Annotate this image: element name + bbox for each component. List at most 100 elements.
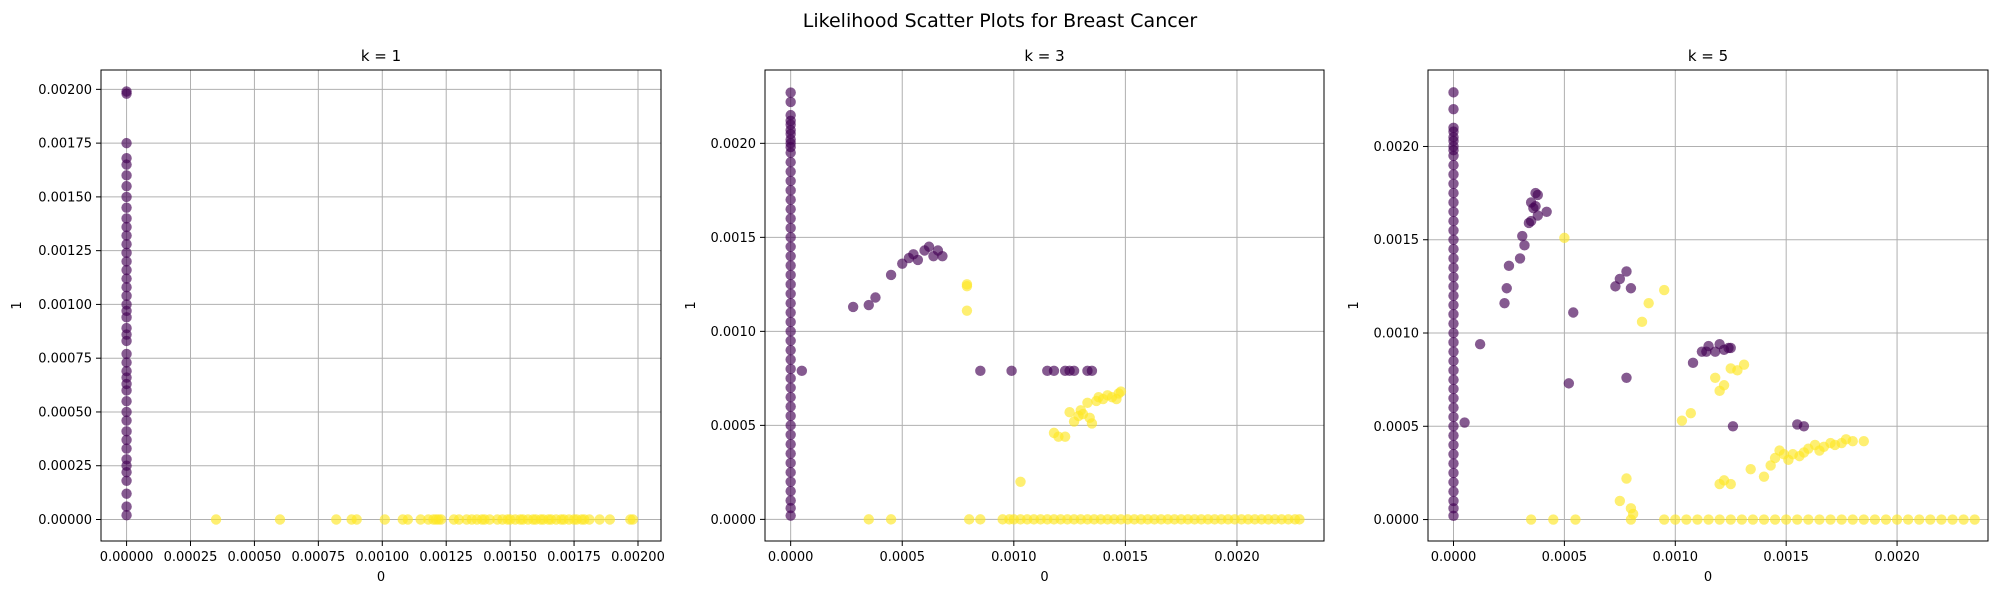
x-tick-label: 0.0000	[768, 550, 814, 565]
data-point	[975, 514, 986, 525]
data-point	[1727, 421, 1739, 432]
data-point	[121, 290, 132, 302]
x-tick-label: 0.00100	[355, 550, 409, 565]
data-point	[785, 401, 796, 412]
data-point	[121, 299, 132, 310]
data-point	[1448, 510, 1459, 522]
data-point	[121, 348, 132, 360]
data-point	[1519, 240, 1530, 251]
y-tick-label: 0.0005	[711, 419, 757, 434]
y-tick-label: 0.00200	[38, 83, 92, 98]
data-point	[785, 241, 796, 252]
data-point	[121, 322, 132, 334]
data-point	[785, 335, 796, 346]
y-axis-label: 1	[1347, 301, 1362, 309]
data-point	[785, 476, 796, 487]
data-point	[1517, 230, 1528, 242]
data-point	[785, 260, 796, 271]
data-point	[1448, 122, 1459, 134]
data-point	[1798, 421, 1810, 432]
data-point	[1068, 365, 1080, 377]
data-point	[1958, 514, 1969, 525]
data-point	[1947, 514, 1958, 525]
data-point	[1448, 365, 1459, 376]
data-point	[785, 87, 796, 98]
x-tick-label: 0.00075	[291, 550, 345, 565]
data-point	[121, 202, 132, 213]
data-point	[1294, 514, 1305, 525]
data-point	[1448, 327, 1459, 339]
data-point	[1448, 234, 1459, 245]
y-axis-label: 1	[10, 301, 25, 309]
y-axis-label: 1	[684, 301, 699, 309]
data-point	[785, 175, 796, 187]
y-tick-label: 0.00075	[38, 352, 92, 367]
data-point	[1503, 260, 1515, 272]
data-point	[785, 326, 796, 337]
data-point	[785, 96, 796, 108]
data-point	[1448, 411, 1459, 423]
x-tick-label: 0.0000	[1431, 550, 1477, 565]
data-point	[1448, 299, 1459, 311]
data-point	[1448, 467, 1459, 479]
data-point	[121, 180, 132, 192]
data-point	[402, 514, 414, 525]
figure-title: Likelihood Scatter Plots for Breast Canc…	[803, 10, 1198, 32]
data-point	[1448, 243, 1459, 255]
data-point	[1902, 514, 1914, 525]
data-point	[1621, 372, 1632, 383]
data-point	[121, 170, 132, 181]
data-point	[121, 86, 132, 97]
data-point	[1448, 169, 1459, 180]
data-point	[1448, 439, 1459, 451]
data-point	[1006, 365, 1017, 377]
subplot-2: 0.0000 0.0005 0.0010 0.0015 0.0020 0.0000 0.00…	[684, 47, 1325, 585]
x-tick-label: 0.00125	[419, 550, 473, 565]
subplot-title: k = 1	[361, 47, 401, 65]
x-tick-label: 0.00025	[164, 550, 218, 565]
y-tick-label: 0.0020	[711, 137, 757, 152]
data-point	[1086, 418, 1098, 429]
data-point	[1769, 514, 1781, 525]
data-point	[1448, 383, 1459, 395]
x-axis-label: 0	[1704, 570, 1712, 585]
data-point	[121, 415, 132, 426]
data-point	[785, 510, 796, 521]
data-point	[1738, 359, 1750, 370]
data-point	[274, 514, 286, 525]
data-point	[937, 250, 948, 262]
data-point	[1725, 478, 1736, 490]
data-point	[1059, 431, 1071, 442]
x-tick-label: 0.0010	[1653, 550, 1699, 565]
data-point	[1459, 417, 1470, 428]
data-point	[785, 222, 796, 234]
data-point	[121, 501, 132, 512]
data-point	[1636, 316, 1648, 328]
data-point	[1676, 415, 1688, 426]
data-point	[1614, 273, 1626, 285]
data-point	[1836, 514, 1847, 525]
data-point	[121, 137, 132, 149]
data-point	[785, 448, 796, 459]
data-point	[484, 514, 495, 525]
data-point	[379, 514, 391, 525]
data-point	[453, 514, 465, 525]
data-point	[1448, 374, 1459, 385]
data-point	[785, 485, 796, 497]
data-point	[121, 239, 132, 250]
data-point	[1718, 380, 1730, 391]
subplot-3: 0.0000 0.0005 0.0010 0.0015 0.0020 0.0000 0.00…	[1347, 47, 1989, 585]
data-point	[1658, 284, 1670, 296]
data-point	[1936, 514, 1947, 525]
x-tick-label: 0.0015	[1763, 550, 1809, 565]
data-point	[627, 514, 639, 525]
y-tick-label: 0.00175	[38, 137, 92, 152]
data-point	[1643, 297, 1654, 309]
x-tick-label: 0.00000	[100, 550, 154, 565]
data-point	[1015, 476, 1026, 487]
data-point	[785, 344, 796, 356]
data-point	[1525, 514, 1537, 525]
data-point	[1448, 225, 1459, 236]
data-point	[1448, 337, 1459, 348]
data-point	[121, 426, 132, 437]
